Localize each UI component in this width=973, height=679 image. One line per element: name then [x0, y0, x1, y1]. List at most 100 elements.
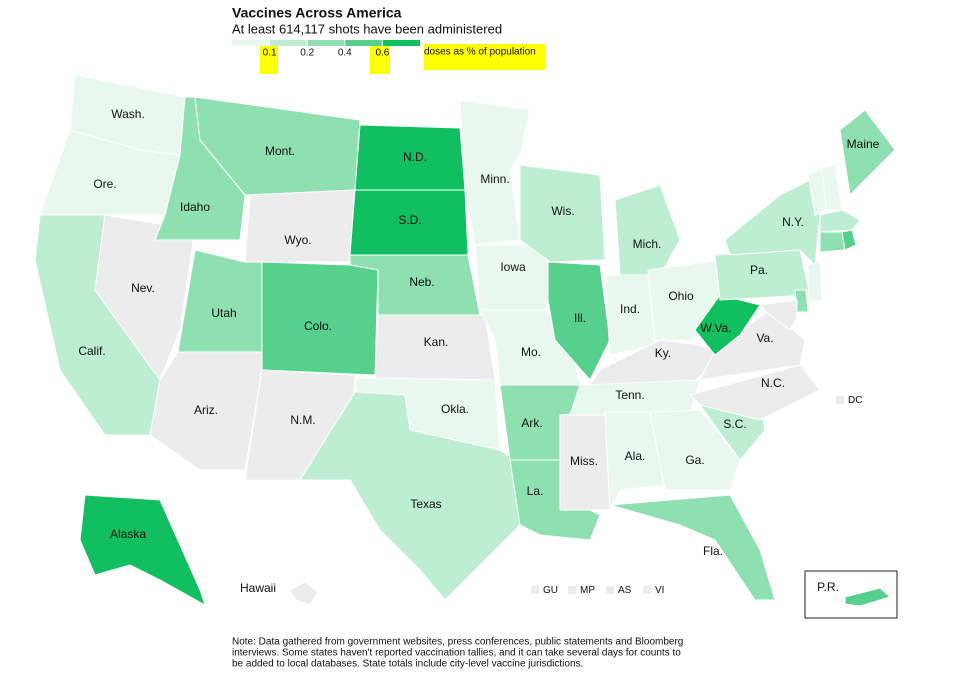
state-label: S.C.: [723, 417, 746, 431]
state-label: Ga.: [685, 453, 704, 467]
state: [519, 164, 606, 263]
state-label: Hawaii: [240, 581, 276, 595]
state-label: Minn.: [480, 172, 509, 186]
state: [547, 261, 611, 381]
state-label: Maine: [847, 137, 880, 151]
state: [289, 581, 319, 606]
state-label: Ohio: [668, 289, 694, 303]
state-label: Wash.: [111, 107, 145, 121]
state: [821, 164, 843, 211]
state: [149, 351, 263, 471]
note: Note: Data gathered from government webs…: [232, 637, 683, 648]
state: [819, 231, 846, 253]
state-label: Alaska: [110, 527, 146, 541]
state-label: Tenn.: [615, 388, 644, 402]
state-label: Va.: [756, 331, 773, 345]
state-label: Ky.: [655, 346, 671, 360]
state-label: Wis.: [551, 204, 574, 218]
state-label: Mo.: [521, 345, 541, 359]
territory-swatch: [836, 396, 844, 404]
state-label: N.D.: [403, 150, 427, 164]
territory-label: AS: [618, 585, 632, 596]
state-label: Idaho: [180, 200, 210, 214]
note: be added to local databases. State total…: [232, 659, 583, 670]
state: [839, 109, 896, 197]
state-label: Neb.: [409, 275, 434, 289]
legend-label: doses as % of population: [424, 47, 536, 58]
legend-tick-label: 0.1: [263, 48, 277, 59]
territory-swatch: [568, 586, 576, 594]
state: [299, 391, 521, 601]
labels: Wash. Ore. Calif. Nev. Idaho Mont. Wyo. Utah Col…: [78, 107, 879, 595]
state: [177, 249, 263, 353]
state-label: N.M.: [290, 413, 315, 427]
territory-swatch: [531, 586, 539, 594]
legend-swatch: [232, 40, 270, 46]
state-label: Okla.: [441, 402, 469, 416]
territory-label: DC: [848, 395, 862, 406]
state-label: Mont.: [265, 144, 295, 158]
territory-label: MP: [580, 585, 595, 596]
state-label: Ark.: [521, 416, 542, 430]
state-label: N.Y.: [782, 215, 804, 229]
highlight: [370, 44, 390, 74]
state-label: Ind.: [620, 302, 640, 316]
note: interviews. Some states haven't reported…: [232, 648, 681, 659]
state-label: Kan.: [424, 335, 449, 349]
state-label: Pa.: [750, 263, 768, 277]
state: [807, 261, 823, 303]
state: [841, 229, 857, 251]
state: [689, 364, 821, 421]
state-label: Miss.: [570, 454, 598, 468]
title: Vaccines Across America: [232, 5, 402, 21]
state-label: Colo.: [304, 319, 332, 333]
state-label: W.Va.: [700, 321, 731, 335]
state: [79, 494, 206, 607]
state: [844, 587, 891, 607]
legend-swatch: [307, 40, 345, 46]
state: [724, 179, 821, 267]
state-label: Calif.: [78, 344, 105, 358]
state: [609, 494, 776, 601]
territory-swatch: [643, 586, 651, 594]
legend-tick-label: 0.2: [300, 48, 314, 59]
state-label: S.D.: [398, 213, 421, 227]
legend-swatch: [269, 40, 308, 46]
legend-tick-label: 0.4: [338, 48, 352, 59]
state: [614, 184, 681, 276]
state: [819, 209, 861, 233]
state: [459, 99, 531, 246]
territory-label: GU: [543, 585, 558, 596]
legend-swatch: [344, 40, 383, 46]
state-label: Ariz.: [194, 403, 218, 417]
subtitle: At least 614,117 shots have been adminis…: [232, 21, 502, 36]
state-label: Ore.: [93, 177, 116, 191]
pr-box: [804, 570, 898, 619]
territory-label: VI: [655, 585, 664, 596]
legend-swatch: [382, 40, 420, 46]
state-label: Mich.: [633, 237, 662, 251]
state-label: Ill.: [574, 311, 586, 325]
state: [244, 189, 356, 263]
state: [758, 299, 798, 331]
state-label: P.R.: [817, 580, 839, 594]
state-label: Nev.: [131, 281, 155, 295]
state: [604, 411, 666, 512]
state-label: Utah: [211, 306, 236, 320]
state-label: Iowa: [500, 260, 526, 274]
state-label: Texas: [410, 497, 441, 511]
legend-tick-label: 0.6: [375, 48, 389, 59]
state-label: N.C.: [761, 376, 785, 390]
state-label: Wyo.: [284, 233, 311, 247]
state: [694, 294, 761, 356]
state-label: La.: [527, 484, 544, 498]
state: [649, 409, 741, 491]
highlight: [424, 44, 545, 70]
state-label: Ala.: [625, 449, 646, 463]
state: [699, 309, 806, 381]
state-label: Fla.: [703, 544, 723, 558]
territory-swatch: [606, 586, 614, 594]
highlight: [260, 44, 278, 74]
states: [34, 74, 896, 607]
